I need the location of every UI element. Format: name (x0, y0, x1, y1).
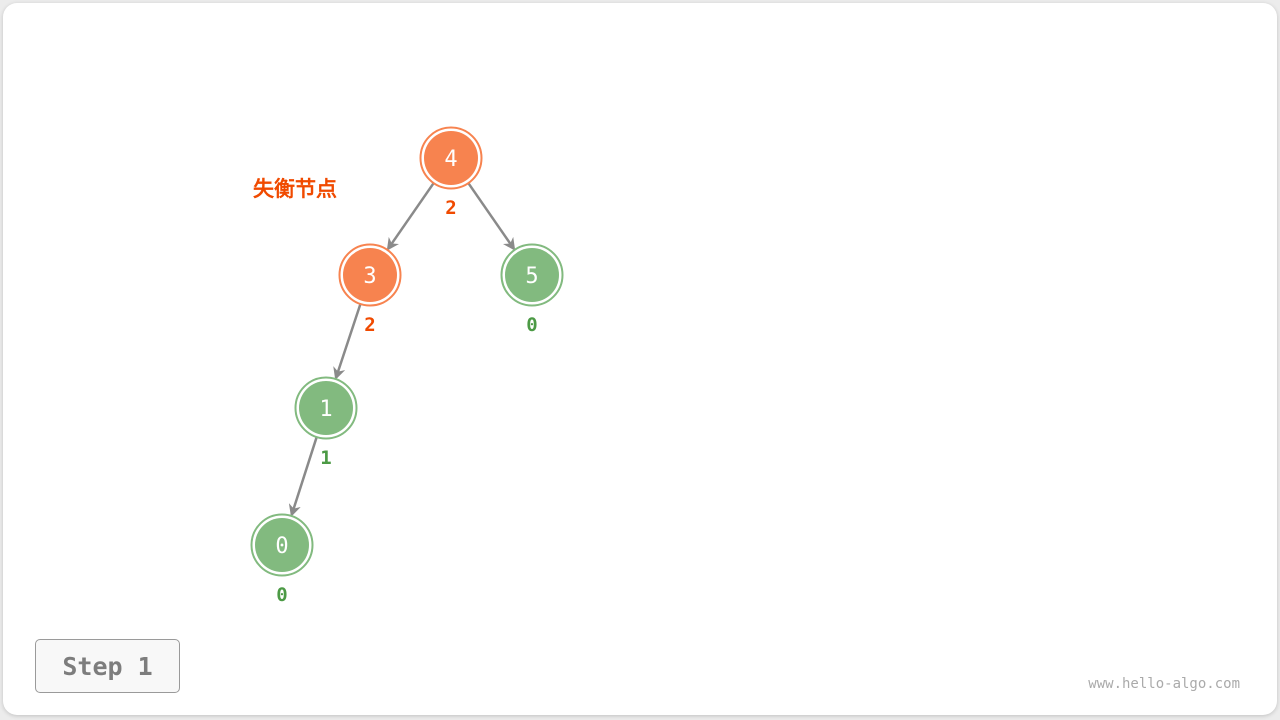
edge-arrow (333, 303, 362, 380)
unbalanced-node-label: 失衡节点 (253, 177, 337, 201)
edge-arrow (386, 181, 435, 251)
node-height: 2 (364, 314, 375, 336)
tree-node[interactable] (255, 518, 309, 572)
tree-node[interactable] (299, 381, 353, 435)
canvas (3, 3, 1277, 715)
node-value: 0 (275, 534, 288, 559)
node-value: 5 (525, 264, 538, 289)
step-button[interactable]: Step 1 (35, 639, 180, 693)
tree-node[interactable] (424, 131, 478, 185)
node-height: 1 (320, 447, 331, 469)
node-height: 0 (276, 584, 287, 606)
edge-arrow (467, 181, 516, 251)
node-value: 3 (363, 264, 376, 289)
edge-arrow (288, 436, 319, 517)
tree-node[interactable] (505, 248, 559, 302)
node-height: 2 (445, 197, 456, 219)
node-value: 1 (319, 397, 332, 422)
node-value: 4 (444, 147, 457, 172)
node-height: 0 (526, 314, 537, 336)
watermark: www.hello-algo.com (1088, 676, 1240, 692)
tree-node[interactable] (343, 248, 397, 302)
